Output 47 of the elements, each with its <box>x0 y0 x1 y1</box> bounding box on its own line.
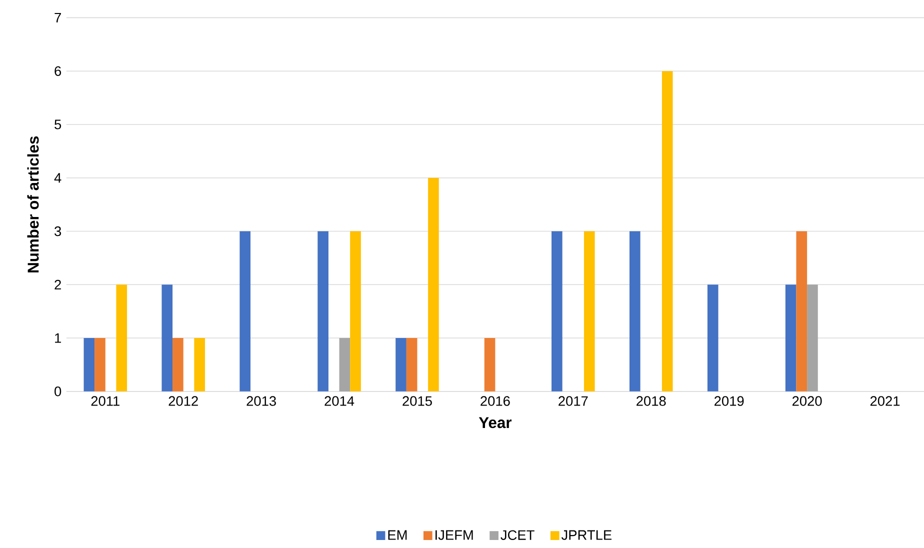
legend-label: EM <box>388 530 407 540</box>
x-tick-label: 2012 <box>168 396 198 406</box>
bar <box>339 338 350 392</box>
legend-label: JCET <box>500 530 534 540</box>
bar <box>194 338 205 392</box>
y-tick-label: 3 <box>54 226 62 236</box>
bar <box>162 284 173 392</box>
bar <box>84 338 95 392</box>
bar <box>484 338 496 392</box>
bar <box>396 338 406 392</box>
y-tick-label: 7 <box>54 13 61 23</box>
bar <box>785 284 796 392</box>
x-tick-label: 2020 <box>792 396 822 406</box>
bar <box>428 178 439 392</box>
bar <box>629 231 640 392</box>
x-tick-label: 2011 <box>91 396 120 406</box>
y-tick-label: 1 <box>55 333 61 343</box>
bar <box>807 284 818 392</box>
x-tick-label: 2017 <box>558 396 588 406</box>
bar <box>584 231 595 392</box>
x-tick-label: 2019 <box>714 396 744 406</box>
bar <box>94 338 106 392</box>
x-tick-label: 2018 <box>636 396 666 406</box>
y-axis-title: Number of articles <box>27 136 39 272</box>
legend-label: IJEFM <box>436 530 473 540</box>
y-tick-label: 2 <box>54 280 61 290</box>
y-tick-label: 6 <box>54 66 62 76</box>
x-tick-label: 2014 <box>324 396 354 406</box>
bar <box>318 231 328 392</box>
y-tick-label: 5 <box>54 120 62 130</box>
bar <box>796 231 808 392</box>
bar <box>552 231 562 392</box>
bar <box>662 71 673 392</box>
bar <box>240 231 250 392</box>
x-tick-label: 2013 <box>246 396 276 406</box>
bar <box>116 284 128 392</box>
x-tick-label: 2016 <box>480 396 510 406</box>
x-tick-label: 2015 <box>402 396 432 406</box>
y-tick-label: 4 <box>54 173 62 183</box>
bar <box>350 231 361 392</box>
bar <box>172 338 184 392</box>
y-tick-label: 0 <box>54 386 62 396</box>
legend-label: JPRTLE <box>561 530 612 540</box>
x-tick-label: 2021 <box>870 396 900 406</box>
x-axis-title: Year <box>478 417 512 428</box>
bar <box>707 284 718 392</box>
bar <box>406 338 418 392</box>
